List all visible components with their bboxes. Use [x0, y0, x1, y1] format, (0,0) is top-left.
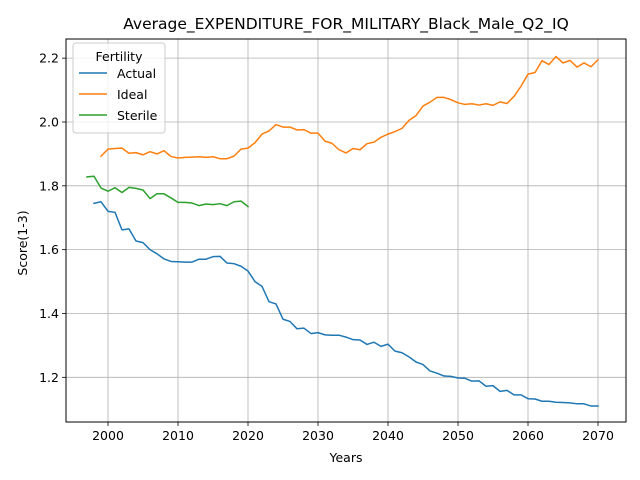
- x-tick-label: 2050: [442, 428, 474, 443]
- legend: Fertility Actual Ideal Sterile: [72, 42, 166, 134]
- legend-label-actual: Actual: [117, 66, 156, 81]
- series-line-actual: [93, 201, 599, 407]
- x-tick-label: 2020: [232, 428, 264, 443]
- y-tick-label: 1.4: [39, 306, 59, 321]
- x-tick-label: 2060: [512, 428, 544, 443]
- legend-label-ideal: Ideal: [117, 87, 147, 102]
- axis-ticks: 2000 2010 2020 2030 2040 2050 2060 2070 1.2 1.4 1.…: [39, 51, 614, 443]
- y-tick-label: 1.2: [39, 370, 59, 385]
- legend-box: [72, 42, 166, 134]
- x-axis-label: Years: [329, 450, 363, 465]
- y-tick-label: 1.8: [39, 178, 59, 193]
- x-tick-label: 2030: [302, 428, 334, 443]
- y-tick-label: 2.2: [39, 51, 59, 66]
- series-line-sterile: [86, 175, 250, 208]
- y-tick-label: 1.6: [39, 242, 59, 257]
- legend-item-ideal: Ideal: [79, 87, 147, 102]
- y-tick-label: 2.0: [39, 114, 59, 129]
- x-tick-label: 2070: [582, 428, 614, 443]
- legend-item-sterile: Sterile: [79, 108, 158, 123]
- plot-frame: [65, 38, 627, 423]
- legend-label-sterile: Sterile: [117, 108, 158, 123]
- series-line-ideal: [99, 55, 600, 160]
- legend-title: Fertility: [96, 49, 144, 64]
- x-tick-label: 2000: [92, 428, 124, 443]
- y-axis-label: Score(1-3): [15, 210, 30, 275]
- x-tick-label: 2010: [162, 428, 194, 443]
- legend-entries: Actual Ideal Sterile: [79, 66, 158, 123]
- series-lines: [86, 55, 600, 407]
- x-tick-label: 2040: [372, 428, 404, 443]
- chart-title: Average_EXPENDITURE_FOR_MILITARY_Black_M…: [123, 15, 569, 34]
- legend-item-actual: Actual: [79, 66, 156, 81]
